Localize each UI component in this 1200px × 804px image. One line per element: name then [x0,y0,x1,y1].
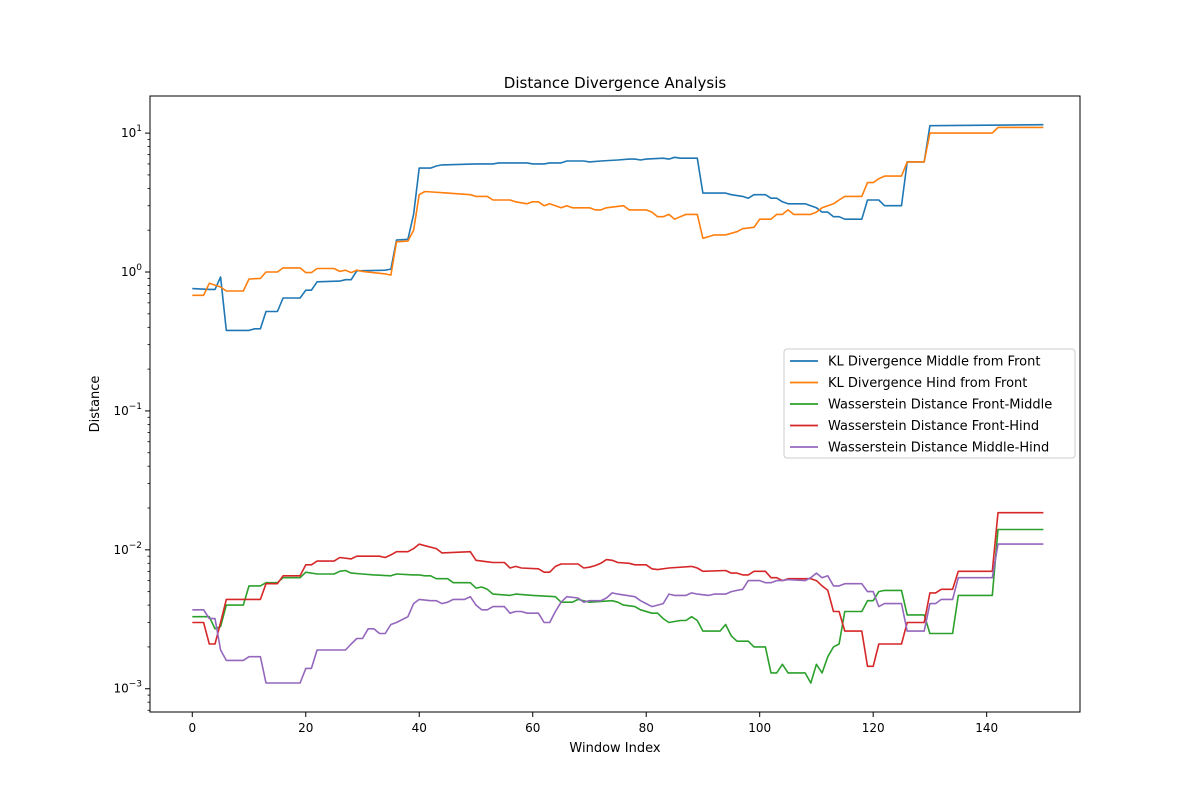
x-tick-label: 100 [748,721,771,735]
legend-label: KL Divergence Hind from Front [828,376,1027,391]
x-tick-label: 120 [862,721,885,735]
legend-label: Wasserstein Distance Middle-Hind [828,441,1049,456]
legend-label: Wasserstein Distance Front-Hind [828,419,1039,434]
chart-title: Distance Divergence Analysis [504,74,727,92]
y-axis-label: Distance [88,376,103,433]
x-axis-label: Window Index [569,741,660,756]
x-tick-label: 40 [412,721,427,735]
x-tick-label: 60 [525,721,540,735]
legend: KL Divergence Middle from Front KL Diverg… [784,349,1075,458]
x-tick-label: 80 [639,721,654,735]
legend-label: KL Divergence Middle from Front [828,355,1040,370]
x-tick-label: 140 [975,721,998,735]
legend-label: Wasserstein Distance Front-Middle [828,398,1052,413]
x-tick-label: 0 [188,721,196,735]
x-tick-label: 20 [298,721,313,735]
